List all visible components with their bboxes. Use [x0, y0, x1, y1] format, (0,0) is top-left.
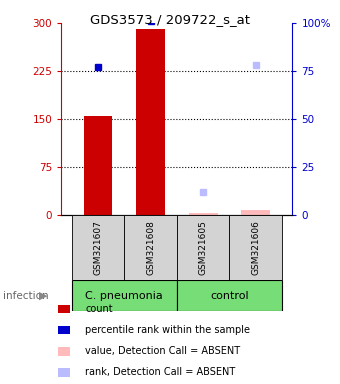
Bar	[72, 280, 177, 311]
Bar	[189, 213, 218, 215]
Text: percentile rank within the sample: percentile rank within the sample	[85, 325, 250, 335]
Text: control: control	[210, 291, 249, 301]
Text: GDS3573 / 209722_s_at: GDS3573 / 209722_s_at	[90, 13, 250, 26]
Text: ▶: ▶	[39, 291, 48, 301]
Bar	[72, 215, 124, 280]
Bar	[124, 215, 177, 280]
Text: count: count	[85, 304, 113, 314]
Bar	[177, 215, 230, 280]
Text: C. pneumonia: C. pneumonia	[85, 291, 163, 301]
Bar	[177, 280, 282, 311]
Bar	[230, 215, 282, 280]
Text: rank, Detection Call = ABSENT: rank, Detection Call = ABSENT	[85, 367, 235, 377]
Text: value, Detection Call = ABSENT: value, Detection Call = ABSENT	[85, 346, 240, 356]
Text: GSM321607: GSM321607	[94, 220, 102, 275]
Text: GSM321605: GSM321605	[199, 220, 208, 275]
Bar	[136, 30, 165, 215]
Bar	[241, 210, 270, 215]
Text: GSM321608: GSM321608	[146, 220, 155, 275]
Text: infection: infection	[3, 291, 49, 301]
Bar	[84, 116, 113, 215]
Text: GSM321606: GSM321606	[251, 220, 260, 275]
